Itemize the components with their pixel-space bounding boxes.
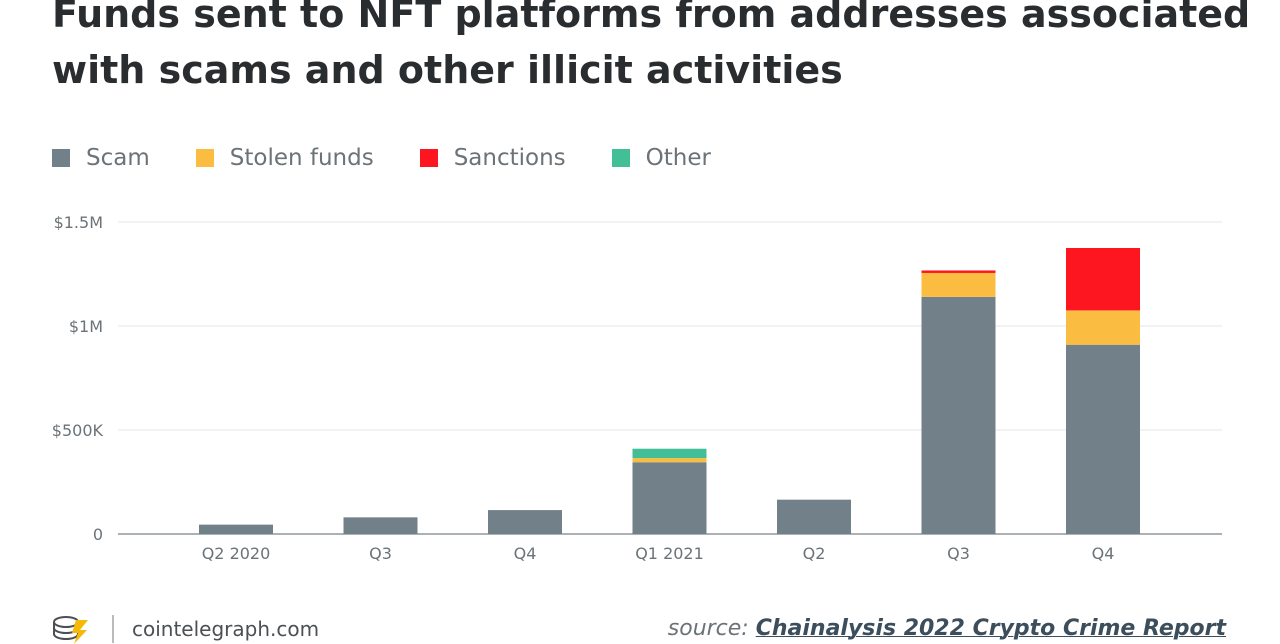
- chart-title-line-1: Funds sent to NFT platforms from address…: [52, 0, 1251, 36]
- bar-segment-sanctions: [1066, 248, 1140, 311]
- legend-item-stolen-funds: Stolen funds: [195, 145, 374, 171]
- footer-source-link[interactable]: Chainalysis 2022 Crypto Crime Report: [755, 616, 1226, 641]
- chart-title-line-2: with scams and other illicit activities: [52, 48, 843, 92]
- bar-segment-stolen-funds: [1066, 310, 1140, 345]
- legend-swatch-sanctions: [419, 149, 438, 167]
- bar-segment-other: [632, 448, 707, 459]
- bar-segment-scam: [1066, 344, 1140, 534]
- x-tick-label: Q3: [369, 544, 392, 563]
- bar-segment-scam: [632, 462, 707, 534]
- x-tick-label: Q4: [514, 544, 537, 563]
- legend-label-scam: Scam: [86, 145, 150, 171]
- x-tick-label: Q2: [803, 544, 826, 563]
- y-tick-label: $1M: [69, 317, 103, 336]
- legend-item-scam: Scam: [52, 145, 150, 171]
- footer-divider: [112, 615, 114, 643]
- x-tick-label: Q2 2020: [202, 544, 271, 563]
- bar-segment-scam: [488, 510, 562, 534]
- legend-item-sanctions: Sanctions: [419, 145, 566, 171]
- bar-segment-scam: [921, 296, 996, 534]
- footer-source-prefix: source:: [667, 616, 756, 641]
- bar-segment-scam: [199, 524, 273, 534]
- legend-swatch-other: [611, 149, 630, 167]
- legend-label-sanctions: Sanctions: [453, 145, 566, 171]
- bar-segment-scam: [343, 517, 418, 534]
- y-tick-label: 0: [93, 525, 103, 544]
- footer-source: source: Chainalysis 2022 Crypto Crime Re…: [668, 616, 1226, 641]
- legend-swatch-scam: [52, 149, 70, 167]
- legend-label-stolen-funds: Stolen funds: [229, 145, 374, 171]
- footer-brand-text[interactable]: cointelegraph.com: [132, 617, 320, 641]
- legend-swatch-stolen-funds: [195, 149, 214, 167]
- x-tick-label: Q4: [1092, 544, 1115, 563]
- x-tick-label: Q1 2021: [635, 544, 704, 563]
- y-tick-label: $500K: [52, 421, 104, 440]
- bar-segment-sanctions: [921, 270, 996, 273]
- bar-segment-scam: [777, 499, 851, 534]
- legend-item-other: Other: [611, 145, 711, 171]
- bar-segment-stolen-funds: [632, 458, 707, 463]
- bar-segment-stolen-funds: [921, 272, 996, 297]
- y-tick-label: $1.5M: [54, 213, 103, 232]
- chart-title: Funds sent to NFT platforms from address…: [52, 0, 1252, 98]
- footer-brand: cointelegraph.com: [52, 614, 319, 644]
- cointelegraph-logo-icon: [53, 616, 88, 644]
- legend-label-other: Other: [645, 145, 711, 171]
- chart-legend: Scam Stolen funds Sanctions Other: [52, 142, 757, 174]
- x-tick-label: Q3: [947, 544, 970, 563]
